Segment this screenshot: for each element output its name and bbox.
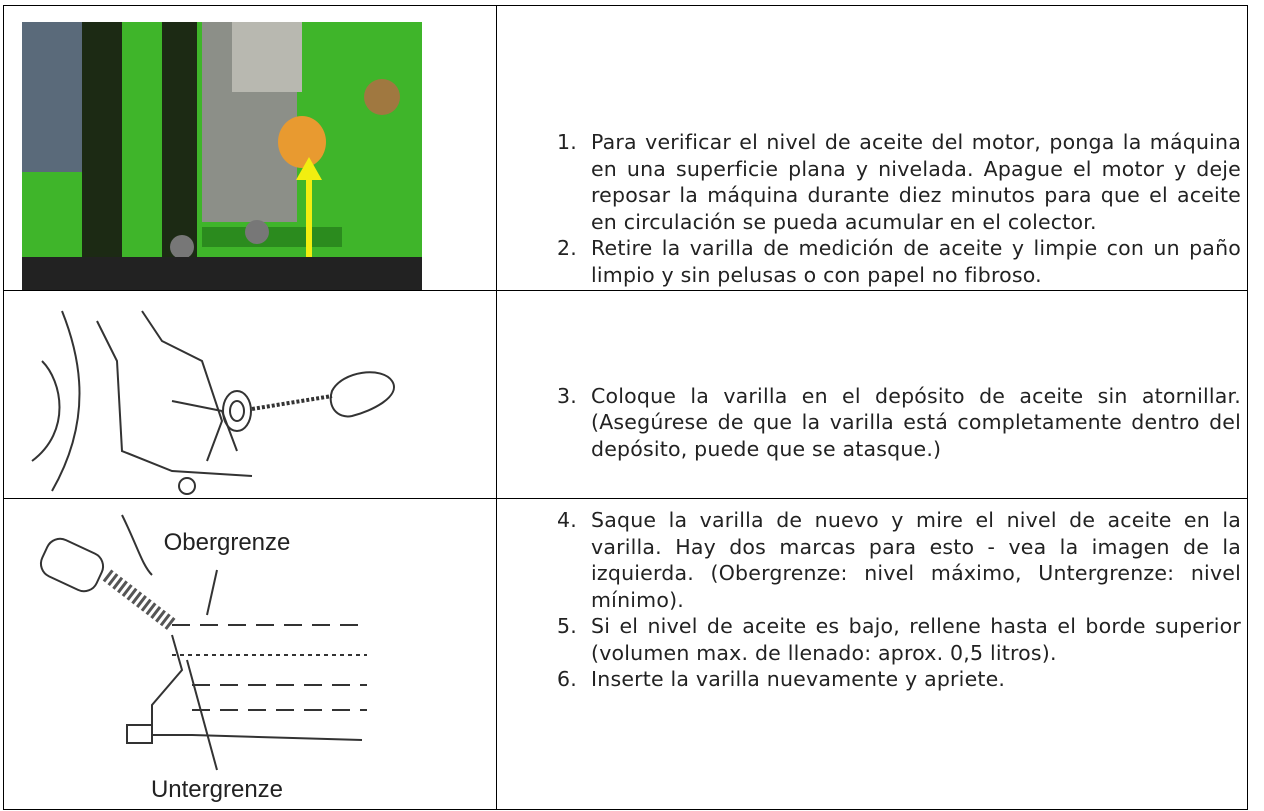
illustration-shape [306,172,312,257]
item-number: 2. [557,236,577,260]
dipstick-drawing [31,310,395,495]
text-cell: 1. Para verificar el nivel de aceite del … [496,5,1248,291]
illustration-shape [329,371,395,418]
illustration-shape [364,79,400,115]
text-cell: 4. Saque la varilla de nuevo y mire el ni… [496,498,1248,810]
item-text: Si el nivel de aceite es bajo, rellene h… [591,614,1241,665]
item-number: 4. [557,508,577,532]
item-number: 1. [557,130,577,154]
image-cell [3,290,497,499]
illustration-shape [206,569,218,616]
list-item: 1. Para verificar el nivel de aceite del … [549,129,1241,235]
illustration-shape [202,227,342,247]
instruction-table: 1. Para verificar el nivel de aceite del … [3,5,1248,810]
level-drawing: Obergrenze Untergrenze [39,514,367,803]
illustration-shape [102,569,177,631]
item-number: 5. [557,614,577,638]
illustration-shape [51,310,81,492]
illustration-shape [39,514,367,771]
illustration-shape [141,310,224,462]
table-row: Obergrenze Untergrenze 4. Saque la varill… [3,498,1248,810]
illustration-shape [151,634,363,741]
item-text: Coloque la varilla en el depósito de ace… [591,383,1241,461]
illustration-shape [170,235,194,259]
list-item: 6. Inserte la varilla nuevamente y apriet… [549,666,1241,693]
list-item: 2. Retire la varilla de medición de aceit… [549,235,1241,288]
illustration-shape [232,22,302,92]
illustration-shape [178,477,196,495]
image-cell: Obergrenze Untergrenze [3,498,497,810]
item-list: 3. Coloque la varilla en el depósito de a… [549,383,1241,463]
illustration-shape [251,394,333,411]
list-item: 4. Saque la varilla de nuevo y mire el ni… [549,507,1241,613]
illustration-shape [222,390,252,432]
item-number: 3. [557,383,577,408]
list-item: 5. Si el nivel de aceite es bajo, rellene… [549,613,1241,666]
illustration-shape [22,257,422,290]
image-label: Obergrenze [164,529,291,556]
item-list: 1. Para verificar el nivel de aceite del … [549,129,1241,288]
item-text: Inserte la varilla nuevamente y apriete. [591,667,1006,691]
illustration-shape [121,514,153,576]
illustration-shape [186,659,218,771]
illustration-shape [22,22,92,172]
image-label: Untergrenze [151,776,283,803]
item-list: 4. Saque la varilla de nuevo y mire el ni… [549,507,1241,693]
illustration-shape [39,537,105,593]
item-text: Para verificar el nivel de aceite del mo… [591,130,1241,234]
illustration-shape [31,360,61,462]
item-text: Saque la varilla de nuevo y mire el nive… [591,508,1241,612]
text-cell: 3. Coloque la varilla en el depósito de a… [496,290,1248,499]
illustration-shape [96,320,253,477]
illustration-shape [82,22,122,290]
illustration-shape [126,724,153,744]
illustration-shape [296,157,322,180]
illustration-shape [245,220,269,244]
engine-photo [22,22,422,290]
item-text: Retire la varilla de medición de aceite … [591,236,1241,287]
item-number: 6. [557,667,577,691]
illustration-shape [278,116,326,168]
illustration-shape [229,400,245,422]
list-item: 3. Coloque la varilla en el depósito de a… [549,383,1241,463]
table-row: 3. Coloque la varilla en el depósito de a… [3,290,1248,499]
image-cell [3,5,497,291]
table-row: 1. Para verificar el nivel de aceite del … [3,5,1248,291]
